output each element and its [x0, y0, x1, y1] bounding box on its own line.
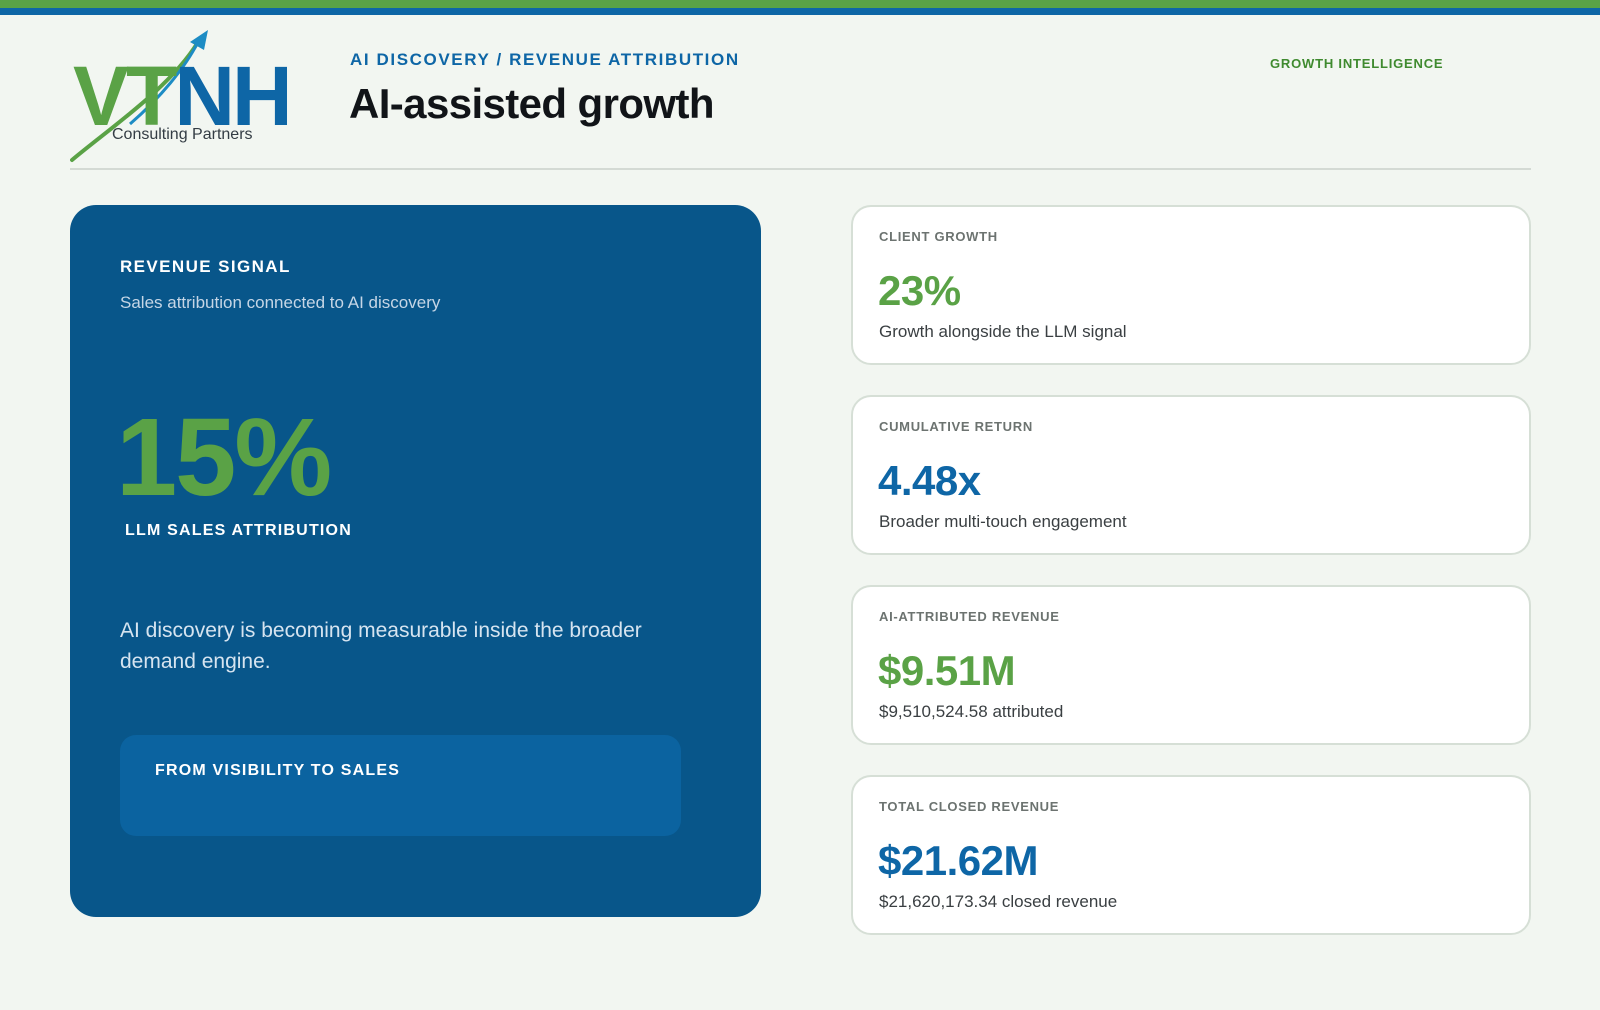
logo-letters-green: VT [73, 49, 177, 143]
metric-description: Growth alongside the LLM signal [879, 322, 1127, 341]
metric-label: TOTAL CLOSED REVENUE [879, 799, 1060, 814]
logo-lettering: VTNH [73, 54, 293, 138]
metric-card-client-growth: CLIENT GROWTH 23% Growth alongside the L… [851, 205, 1531, 365]
hero-value: 15% [116, 396, 332, 519]
metric-value: $21.62M [878, 837, 1038, 884]
page-title: AI-assisted growth [349, 80, 715, 127]
rising-arrow-icon [70, 30, 208, 162]
metric-card-cumulative-return: CUMULATIVE RETURN 4.48x Broader multi-to… [851, 395, 1531, 555]
top-accent-bar-green [0, 0, 1600, 8]
metric-value: 23% [878, 267, 961, 314]
hero-value-label: LLM SALES ATTRIBUTION [125, 522, 352, 539]
visibility-to-sales-label: FROM VISIBILITY TO SALES [155, 762, 401, 779]
hero-description: AI discovery is becoming measurable insi… [120, 619, 642, 673]
revenue-signal-card: REVENUE SIGNAL Sales attribution connect… [70, 205, 761, 917]
logo-subtitle: Consulting Partners [112, 126, 253, 143]
metric-description: Broader multi-touch engagement [879, 512, 1127, 531]
hero-subtitle: Sales attribution connected to AI discov… [120, 293, 441, 312]
metric-value: 4.48x [878, 457, 981, 504]
metric-value: $9.51M [878, 647, 1016, 694]
top-accent-bar-blue [0, 8, 1600, 15]
company-logo: VTNH Consulting Partners [70, 28, 293, 168]
metric-label: CUMULATIVE RETURN [879, 419, 1033, 434]
logo-letters-blue: NH [174, 49, 292, 143]
hero-label: REVENUE SIGNAL [120, 257, 291, 276]
metric-label: CLIENT GROWTH [879, 229, 998, 244]
metric-description: $9,510,524.58 attributed [879, 702, 1064, 721]
metric-label: AI-ATTRIBUTED REVENUE [879, 609, 1060, 624]
header-divider [70, 168, 1531, 170]
page-kicker: AI DISCOVERY / REVENUE ATTRIBUTION [350, 50, 740, 69]
visibility-to-sales-panel: FROM VISIBILITY TO SALES [120, 735, 681, 836]
metric-card-ai-attributed-revenue: AI-ATTRIBUTED REVENUE $9.51M $9,510,524.… [851, 585, 1531, 745]
section-tag: GROWTH INTELLIGENCE [1270, 56, 1444, 71]
metric-card-total-closed-revenue: TOTAL CLOSED REVENUE $21.62M $21,620,173… [851, 775, 1531, 935]
metric-description: $21,620,173.34 closed revenue [879, 892, 1118, 911]
